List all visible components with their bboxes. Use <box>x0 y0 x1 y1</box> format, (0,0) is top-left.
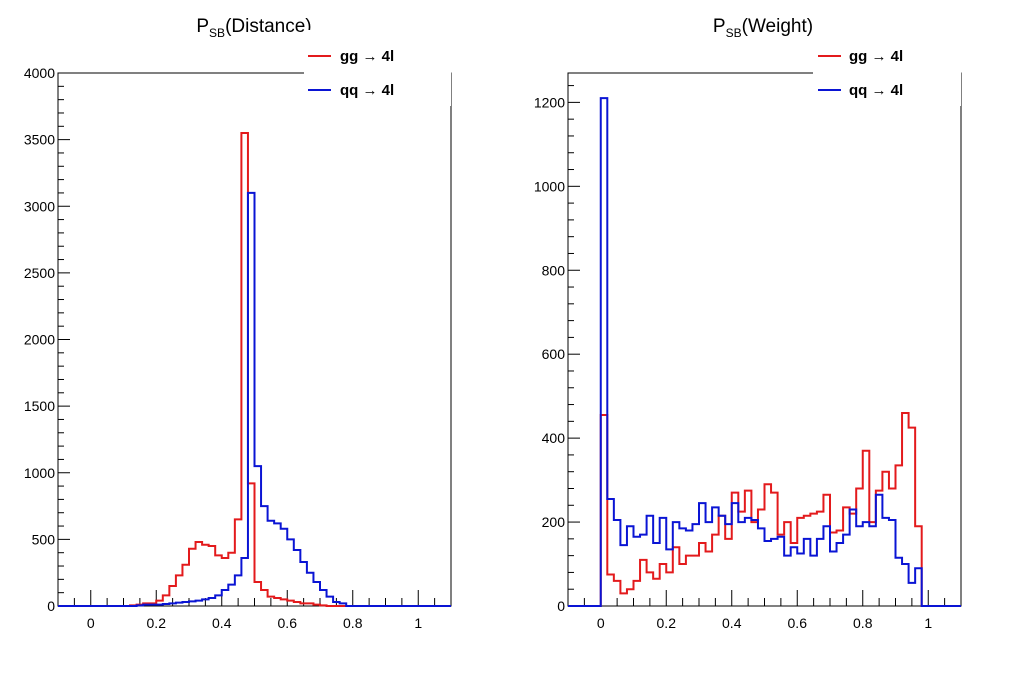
y-tick-label: 0 <box>557 598 565 614</box>
title-main: P <box>196 16 209 37</box>
legend-label: qq → 4l <box>340 82 394 99</box>
distance-histogram-panel: 0 500 1000 1500 2000 2500 3000 3500 4000 0 0.2 0.4 0… <box>24 16 452 631</box>
y-tick-label: 1000 <box>24 465 55 481</box>
legend: gg → 4l qq → 4l <box>813 30 961 106</box>
x-tick-label: 0.2 <box>657 615 677 631</box>
y-tick-label: 4000 <box>24 65 55 81</box>
x-tick-label: 0.8 <box>853 615 873 631</box>
series-gg-histogram <box>568 411 961 607</box>
x-tick-label: 0 <box>87 615 95 631</box>
legend-background <box>813 30 961 106</box>
title-subscript: SB <box>726 26 742 40</box>
x-tick-label: 1 <box>414 615 422 631</box>
x-tick-label: 0.8 <box>343 615 363 631</box>
series-qq-histogram <box>58 191 451 607</box>
chart-title: PSB(Distance) <box>196 16 311 40</box>
x-tick-label: 0.6 <box>278 615 298 631</box>
x-tick-label: 0.4 <box>722 615 742 631</box>
y-tick-label: 3000 <box>24 198 55 214</box>
y-tick-label: 600 <box>542 346 566 362</box>
legend-background <box>304 30 451 106</box>
x-tick-label: 0.2 <box>147 615 167 631</box>
y-tick-label: 0 <box>47 598 55 614</box>
title-tail: (Weight) <box>742 16 813 37</box>
legend-label: qq → 4l <box>849 82 903 99</box>
title-main: P <box>713 16 726 37</box>
x-tick-label: 0.6 <box>788 615 808 631</box>
chart-title: PSB(Weight) <box>713 16 813 40</box>
y-tick-label: 1200 <box>534 94 565 110</box>
y-tick-label: 500 <box>32 531 56 547</box>
y-tick-label: 400 <box>542 430 566 446</box>
y-tick-label: 2000 <box>24 332 55 348</box>
title-tail: (Distance) <box>225 16 312 37</box>
x-tick-label: 0.4 <box>212 615 232 631</box>
series-qq-histogram <box>568 97 961 607</box>
legend: gg → 4l qq → 4l <box>304 30 451 106</box>
weight-histogram-panel: 0 200 400 600 800 1000 1200 0 0.2 0.4 0.6 0.8 1 PSB(W… <box>534 16 962 631</box>
y-tick-label: 2500 <box>24 265 55 281</box>
y-tick-label: 1000 <box>534 178 565 194</box>
x-tick-label: 0 <box>597 615 605 631</box>
y-tick-label: 200 <box>542 514 566 530</box>
y-tick-label: 800 <box>542 262 566 278</box>
y-tick-label: 3500 <box>24 132 55 148</box>
x-tick-label: 1 <box>924 615 932 631</box>
title-subscript: SB <box>209 26 225 40</box>
y-tick-label: 1500 <box>24 398 55 414</box>
legend-label: gg → 4l <box>340 48 394 65</box>
legend-label: gg → 4l <box>849 48 903 65</box>
